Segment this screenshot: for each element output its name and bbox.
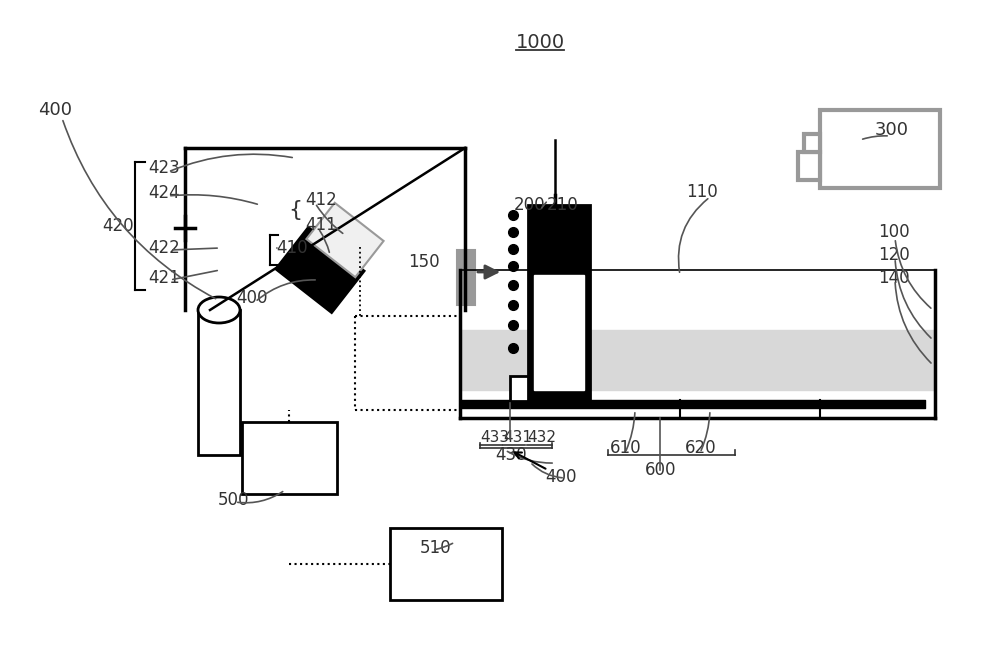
- Text: 420: 420: [102, 217, 134, 235]
- Text: 200: 200: [514, 196, 546, 214]
- Text: 431: 431: [503, 430, 532, 445]
- Text: 600: 600: [645, 461, 676, 479]
- Bar: [242, 422, 337, 494]
- Text: 430: 430: [495, 446, 527, 464]
- Bar: [820, 110, 940, 188]
- Text: 411: 411: [305, 216, 337, 234]
- Text: 110: 110: [686, 183, 718, 201]
- Text: 150: 150: [408, 253, 440, 271]
- Bar: [510, 376, 575, 401]
- Text: 421: 421: [148, 269, 180, 287]
- Text: 432: 432: [527, 430, 556, 445]
- Text: 510: 510: [420, 539, 452, 557]
- Text: 500: 500: [218, 491, 250, 509]
- Polygon shape: [306, 203, 384, 277]
- Polygon shape: [276, 228, 364, 312]
- Text: 210: 210: [547, 196, 579, 214]
- Text: 610: 610: [610, 439, 642, 457]
- Bar: [528, 205, 590, 400]
- Text: 120: 120: [878, 246, 910, 264]
- Text: 433: 433: [480, 430, 509, 445]
- Text: 400: 400: [38, 101, 72, 119]
- Text: 1000: 1000: [515, 33, 565, 52]
- Text: 400: 400: [236, 289, 268, 307]
- Ellipse shape: [198, 297, 240, 323]
- Text: 412: 412: [305, 191, 337, 209]
- Bar: [804, 134, 820, 152]
- Text: {: {: [288, 200, 302, 220]
- Bar: [457, 250, 475, 305]
- Text: 140: 140: [878, 269, 910, 287]
- Text: 410: 410: [276, 239, 308, 257]
- Text: 100: 100: [878, 223, 910, 241]
- Bar: [198, 310, 240, 455]
- Text: 422: 422: [148, 239, 180, 257]
- Text: 300: 300: [875, 121, 909, 139]
- Text: 620: 620: [685, 439, 717, 457]
- Text: 424: 424: [148, 184, 180, 202]
- Bar: [534, 275, 584, 390]
- Bar: [390, 528, 502, 600]
- Text: 400: 400: [545, 468, 576, 486]
- Bar: [798, 152, 820, 180]
- Text: 423: 423: [148, 159, 180, 177]
